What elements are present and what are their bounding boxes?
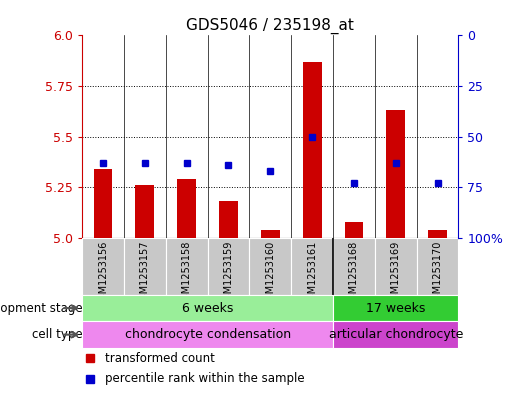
Text: GSM1253170: GSM1253170 bbox=[432, 241, 443, 306]
Bar bbox=[124, 238, 166, 295]
Bar bbox=[94, 169, 112, 238]
Bar bbox=[177, 179, 196, 238]
Text: chondrocyte condensation: chondrocyte condensation bbox=[125, 328, 290, 341]
Bar bbox=[82, 238, 124, 295]
Bar bbox=[375, 238, 417, 295]
Bar bbox=[82, 321, 333, 348]
Text: cell type: cell type bbox=[31, 328, 82, 341]
Text: GSM1253169: GSM1253169 bbox=[391, 241, 401, 306]
Text: 17 weeks: 17 weeks bbox=[366, 301, 426, 314]
Bar bbox=[386, 110, 405, 238]
Bar bbox=[417, 238, 458, 295]
Text: GSM1253161: GSM1253161 bbox=[307, 241, 317, 306]
Text: 6 weeks: 6 weeks bbox=[182, 301, 233, 314]
Bar bbox=[428, 230, 447, 238]
Bar bbox=[208, 238, 250, 295]
Bar bbox=[303, 62, 322, 238]
Text: transformed count: transformed count bbox=[105, 352, 215, 365]
Bar bbox=[219, 201, 238, 238]
Text: GSM1253159: GSM1253159 bbox=[224, 241, 234, 306]
Text: GSM1253160: GSM1253160 bbox=[266, 241, 275, 306]
Bar bbox=[333, 295, 458, 321]
Bar bbox=[333, 238, 375, 295]
Bar bbox=[136, 185, 154, 238]
Bar bbox=[333, 321, 458, 348]
Title: GDS5046 / 235198_at: GDS5046 / 235198_at bbox=[187, 18, 354, 34]
Bar bbox=[250, 238, 291, 295]
Bar bbox=[291, 238, 333, 295]
Text: GSM1253168: GSM1253168 bbox=[349, 241, 359, 306]
Bar bbox=[166, 238, 208, 295]
Text: GSM1253156: GSM1253156 bbox=[98, 241, 108, 306]
Text: development stage: development stage bbox=[0, 301, 82, 314]
Text: GSM1253157: GSM1253157 bbox=[140, 241, 150, 306]
Text: articular chondrocyte: articular chondrocyte bbox=[329, 328, 463, 341]
Bar bbox=[82, 295, 333, 321]
Text: percentile rank within the sample: percentile rank within the sample bbox=[105, 372, 304, 385]
Bar bbox=[344, 222, 364, 238]
Text: GSM1253158: GSM1253158 bbox=[182, 241, 192, 306]
Bar bbox=[261, 230, 280, 238]
